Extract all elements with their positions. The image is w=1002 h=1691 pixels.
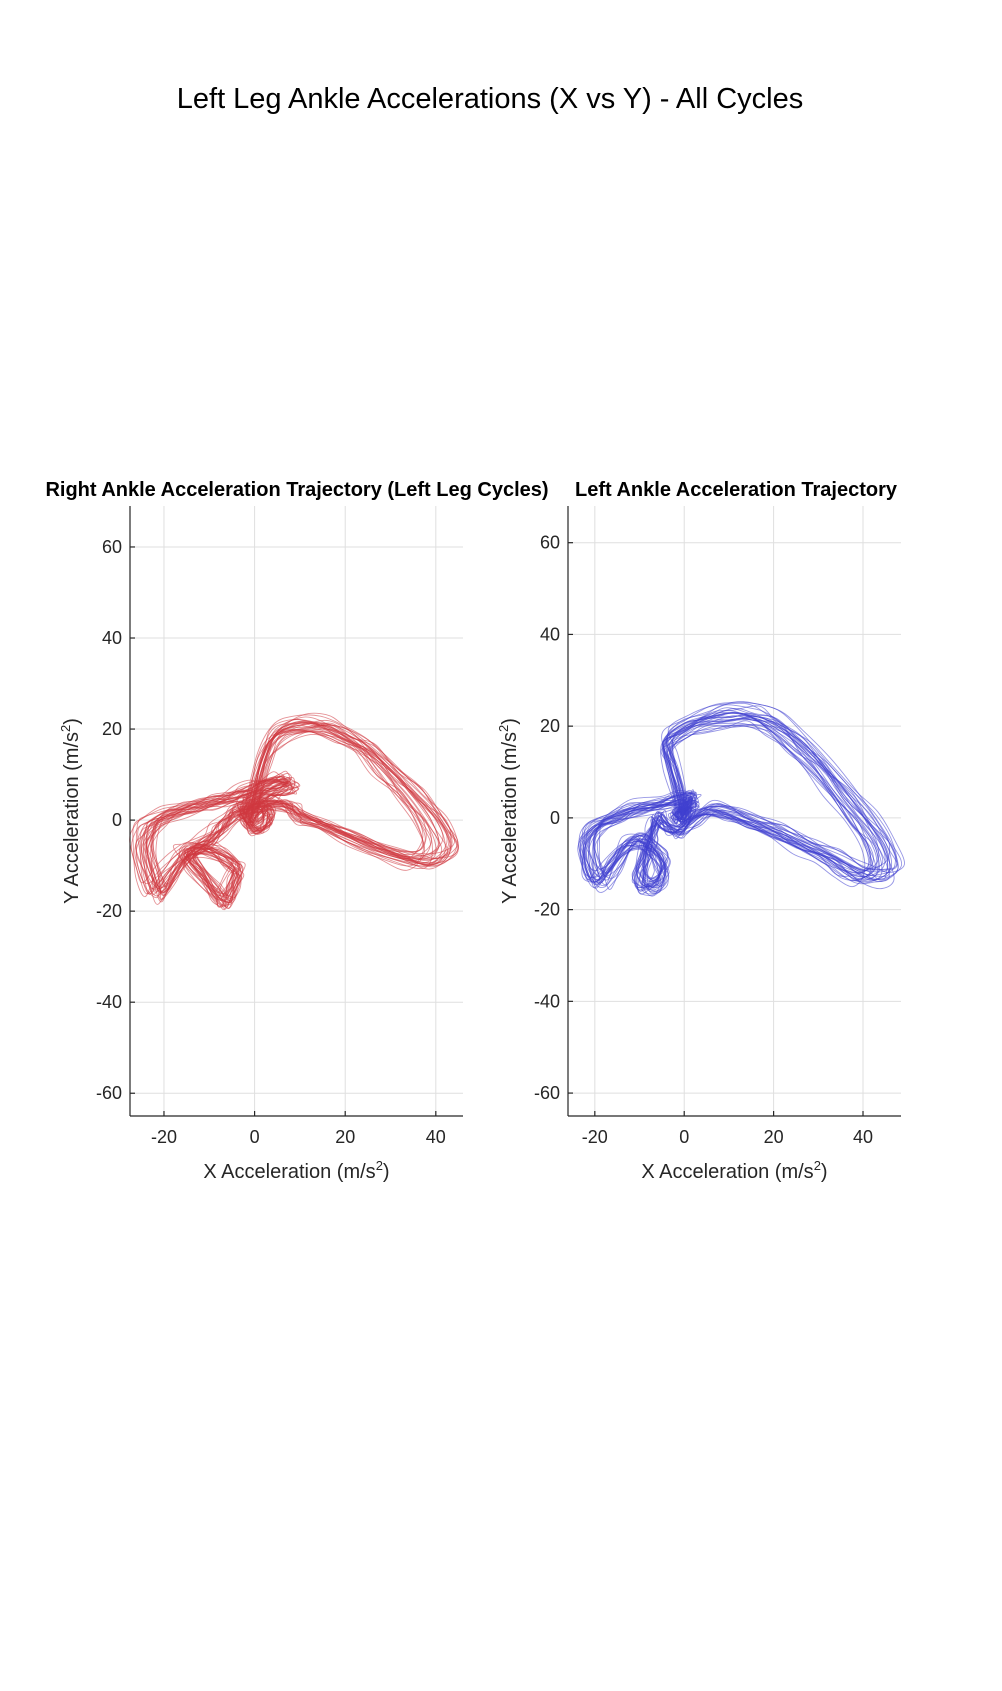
x-axis-label: X Acceleration (m/s2)	[203, 1158, 389, 1183]
cycle-trajectory	[578, 701, 903, 892]
x-tick-label: 20	[335, 1127, 355, 1147]
y-tick-label: -60	[96, 1083, 122, 1103]
x-tick-label: 20	[764, 1127, 784, 1147]
y-axis-label: Y Acceleration (m/s2)	[496, 718, 521, 904]
x-axis-label: X Acceleration (m/s2)	[641, 1158, 827, 1183]
trajectory-group	[129, 712, 459, 911]
trajectory-group	[577, 701, 905, 897]
y-tick-label: -40	[534, 991, 560, 1011]
y-tick-label: -20	[96, 901, 122, 921]
cycle-trajectory	[130, 722, 459, 901]
plot-title: Left Ankle Acceleration Trajectory	[575, 479, 898, 501]
x-tick-label: -20	[582, 1127, 608, 1147]
y-tick-label: 40	[102, 628, 122, 648]
cycle-trajectory	[145, 729, 437, 908]
x-tick-label: -20	[151, 1127, 177, 1147]
cycle-trajectory	[150, 731, 433, 907]
y-tick-label: 0	[550, 808, 560, 828]
x-tick-label: 40	[853, 1127, 873, 1147]
cycle-trajectory	[591, 720, 870, 888]
y-tick-label: -40	[96, 992, 122, 1012]
y-tick-label: -20	[534, 900, 560, 920]
y-tick-label: -60	[534, 1083, 560, 1103]
cycle-trajectory	[596, 715, 874, 893]
left-ankle-plot: -20 0 20 40 -60 -40 -20 0 20 40 60 Left Ankle Accel…	[496, 479, 905, 1183]
cycle-trajectory	[581, 719, 898, 882]
y-tick-label: 60	[102, 537, 122, 557]
plot-title: Right Ankle Acceleration Trajectory (Lef…	[45, 479, 548, 501]
y-tick-label: 20	[102, 719, 122, 739]
x-tick-label: 40	[426, 1127, 446, 1147]
y-tick-label: 40	[540, 624, 560, 644]
y-tick-label: 20	[540, 716, 560, 736]
x-tick-label: 0	[679, 1127, 689, 1147]
y-tick-label: 60	[540, 533, 560, 553]
cycle-trajectory	[583, 707, 895, 896]
figure-title: Left Leg Ankle Accelerations (X vs Y) - …	[177, 83, 803, 115]
y-tick-label: 0	[112, 810, 122, 830]
x-tick-label: 0	[250, 1127, 260, 1147]
y-axis-label: Y Acceleration (m/s2)	[58, 718, 83, 904]
cycle-trajectory	[592, 712, 880, 880]
right-ankle-plot: -20 0 20 40 -60 -40 -20 0 20 40 60 Right Ankle Acce…	[45, 479, 548, 1183]
cycle-trajectory	[141, 721, 449, 911]
cycle-trajectory	[146, 721, 439, 900]
